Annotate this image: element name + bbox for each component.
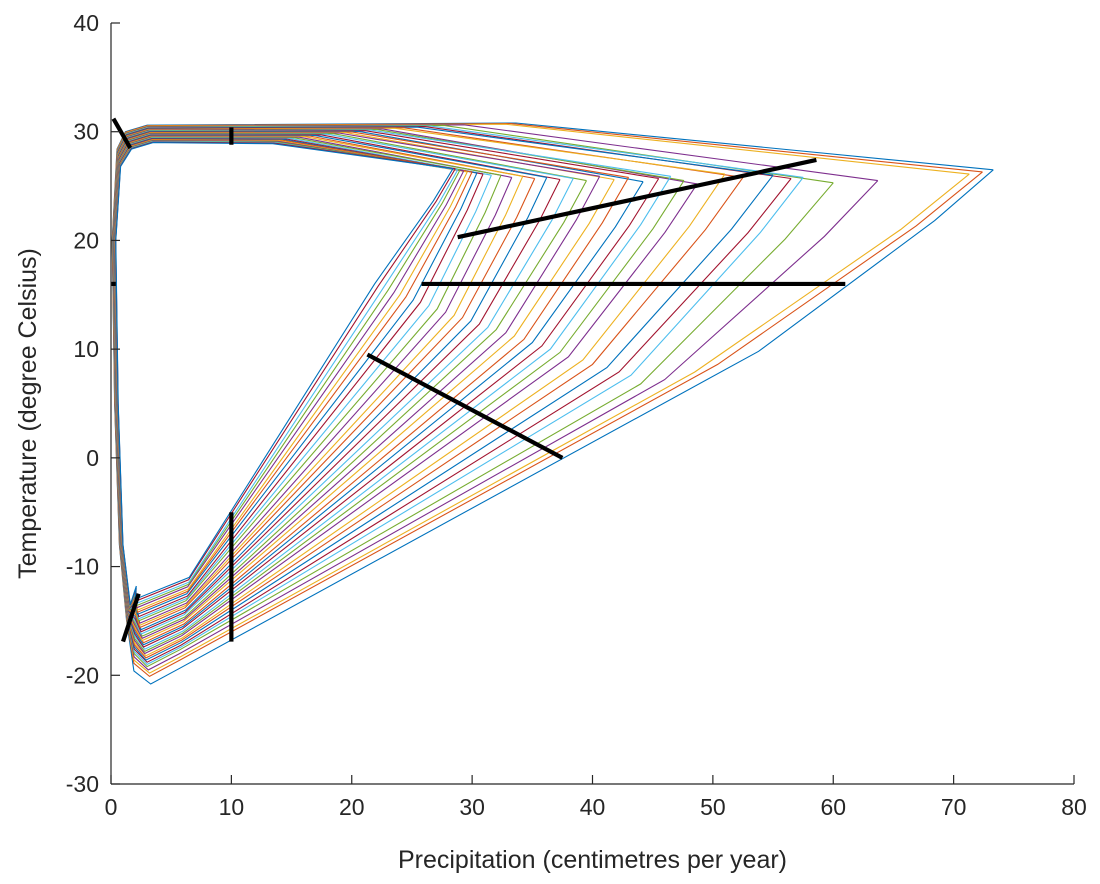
loop-curve	[115, 142, 454, 605]
x-tick-label: 30	[459, 794, 485, 820]
x-tick-label: 0	[105, 794, 118, 820]
transect-diagonal	[366, 352, 564, 460]
x-tick-label: 40	[580, 794, 606, 820]
y-ticks: -30 -20 -10 0 10 20 30 40	[66, 10, 120, 797]
loop-curve	[114, 136, 524, 627]
x-tick-label: 50	[700, 794, 726, 820]
loop-curve	[113, 131, 630, 644]
x-tick-label: 10	[219, 794, 245, 820]
loop-curve	[114, 138, 478, 616]
transect-upper-right	[457, 157, 817, 240]
x-ticks: 0 10 20 30 40 50 60 70 80	[105, 775, 1087, 820]
loop-curve	[113, 131, 615, 642]
loop-curve	[114, 138, 484, 618]
loop-curve	[112, 124, 834, 668]
y-tick-label: 30	[73, 119, 99, 145]
y-tick-label: -20	[66, 662, 99, 688]
y-tick-label: -10	[66, 554, 99, 580]
transect-top-left	[111, 117, 133, 150]
loop-curve	[112, 126, 792, 663]
loop-curve	[111, 122, 994, 685]
x-axis-label: Precipitation (centimetres per year)	[398, 846, 787, 874]
transect-bottom-left	[121, 593, 141, 643]
loop-curve	[114, 140, 465, 609]
y-tick-label: 10	[73, 336, 99, 362]
y-tick-label: 20	[73, 227, 99, 253]
axes: 0 10 20 30 40 50 60 70 80 -30 -20 -10 0 10 20 30 40 Pre…	[14, 10, 1087, 874]
x-tick-label: 70	[941, 794, 967, 820]
loop-curve	[114, 137, 492, 620]
curves-layer	[111, 122, 994, 685]
y-axis-label: Temperature (degree Celsius)	[14, 248, 42, 579]
loop-curve	[113, 135, 536, 629]
y-tick-label: 0	[86, 445, 99, 471]
y-tick-label: -30	[66, 771, 99, 797]
x-tick-label: 80	[1061, 794, 1087, 820]
x-tick-label: 20	[339, 794, 365, 820]
transect-markers	[111, 117, 846, 643]
loop-curve	[111, 123, 983, 678]
y-tick-label: 40	[73, 10, 99, 36]
x-tick-label: 60	[820, 794, 846, 820]
loop-curve	[113, 134, 561, 633]
